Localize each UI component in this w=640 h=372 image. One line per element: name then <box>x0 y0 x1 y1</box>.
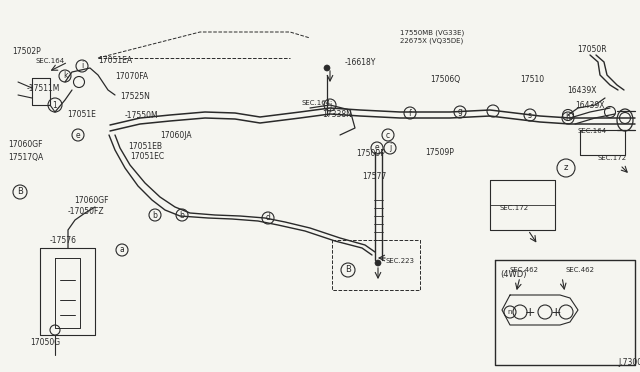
Text: 17070FA: 17070FA <box>115 72 148 81</box>
Text: 17510: 17510 <box>520 75 544 84</box>
Text: -16618Y: -16618Y <box>345 58 376 67</box>
Text: h: h <box>566 113 570 122</box>
Text: +: + <box>550 305 561 318</box>
Text: g: g <box>458 108 463 116</box>
Text: B: B <box>345 266 351 275</box>
Text: 17509P: 17509P <box>425 148 454 157</box>
Text: 17051EC: 17051EC <box>130 152 164 161</box>
Text: 16439X: 16439X <box>568 86 597 95</box>
Text: SEC.164: SEC.164 <box>35 58 64 64</box>
Text: b: b <box>180 211 184 219</box>
Text: n: n <box>508 309 512 315</box>
Text: f: f <box>408 109 412 118</box>
Text: d: d <box>266 214 271 222</box>
Text: k: k <box>63 71 67 80</box>
Text: -17576: -17576 <box>50 236 77 245</box>
Text: z: z <box>564 164 568 173</box>
Text: 17060JA: 17060JA <box>160 131 191 140</box>
Text: 17338N: 17338N <box>322 110 352 119</box>
Text: j: j <box>389 144 391 153</box>
Circle shape <box>375 260 381 266</box>
Text: J.7300 i0: J.7300 i0 <box>618 358 640 367</box>
Text: -17511M: -17511M <box>27 84 60 93</box>
Text: 17050R: 17050R <box>577 45 607 54</box>
Text: 17051EB: 17051EB <box>128 142 162 151</box>
Text: SEC.164: SEC.164 <box>302 100 331 106</box>
Circle shape <box>324 65 330 71</box>
Text: 17060GF: 17060GF <box>74 196 109 205</box>
Text: e: e <box>76 131 80 140</box>
Text: SEC.223: SEC.223 <box>385 258 414 264</box>
Text: 1: 1 <box>52 100 58 109</box>
Text: (4WD): (4WD) <box>500 270 527 279</box>
Text: SEC.462: SEC.462 <box>510 267 539 273</box>
Text: 17051EA: 17051EA <box>98 56 132 65</box>
Text: a: a <box>120 246 124 254</box>
Text: 17050G: 17050G <box>30 338 60 347</box>
Text: -17550M: -17550M <box>125 111 159 120</box>
Text: SEC.172: SEC.172 <box>598 155 627 161</box>
Text: i: i <box>81 61 83 71</box>
Text: s: s <box>528 110 532 119</box>
Text: 17502P: 17502P <box>12 47 41 56</box>
Text: 17509P: 17509P <box>356 149 385 158</box>
Text: j: j <box>329 100 331 109</box>
Text: 17517QA: 17517QA <box>8 153 44 162</box>
Text: c: c <box>386 131 390 140</box>
Text: +: + <box>525 305 535 318</box>
Text: B: B <box>17 187 23 196</box>
Text: e: e <box>374 144 380 153</box>
Text: 17525N: 17525N <box>120 92 150 101</box>
Text: -17050FZ: -17050FZ <box>68 207 104 216</box>
Text: 17550MB (VG33E)
22675X (VQ35DE): 17550MB (VG33E) 22675X (VQ35DE) <box>400 30 464 44</box>
Text: 16439X: 16439X <box>575 101 605 110</box>
Text: 17577: 17577 <box>362 172 387 181</box>
Text: 17506Q: 17506Q <box>430 75 460 84</box>
Text: SEC.172: SEC.172 <box>500 205 529 211</box>
Text: SEC.462: SEC.462 <box>565 267 594 273</box>
Text: b: b <box>152 211 157 219</box>
Text: SEC.164: SEC.164 <box>577 128 606 134</box>
Text: 17060GF: 17060GF <box>8 140 42 149</box>
Text: 17051E: 17051E <box>67 110 96 119</box>
